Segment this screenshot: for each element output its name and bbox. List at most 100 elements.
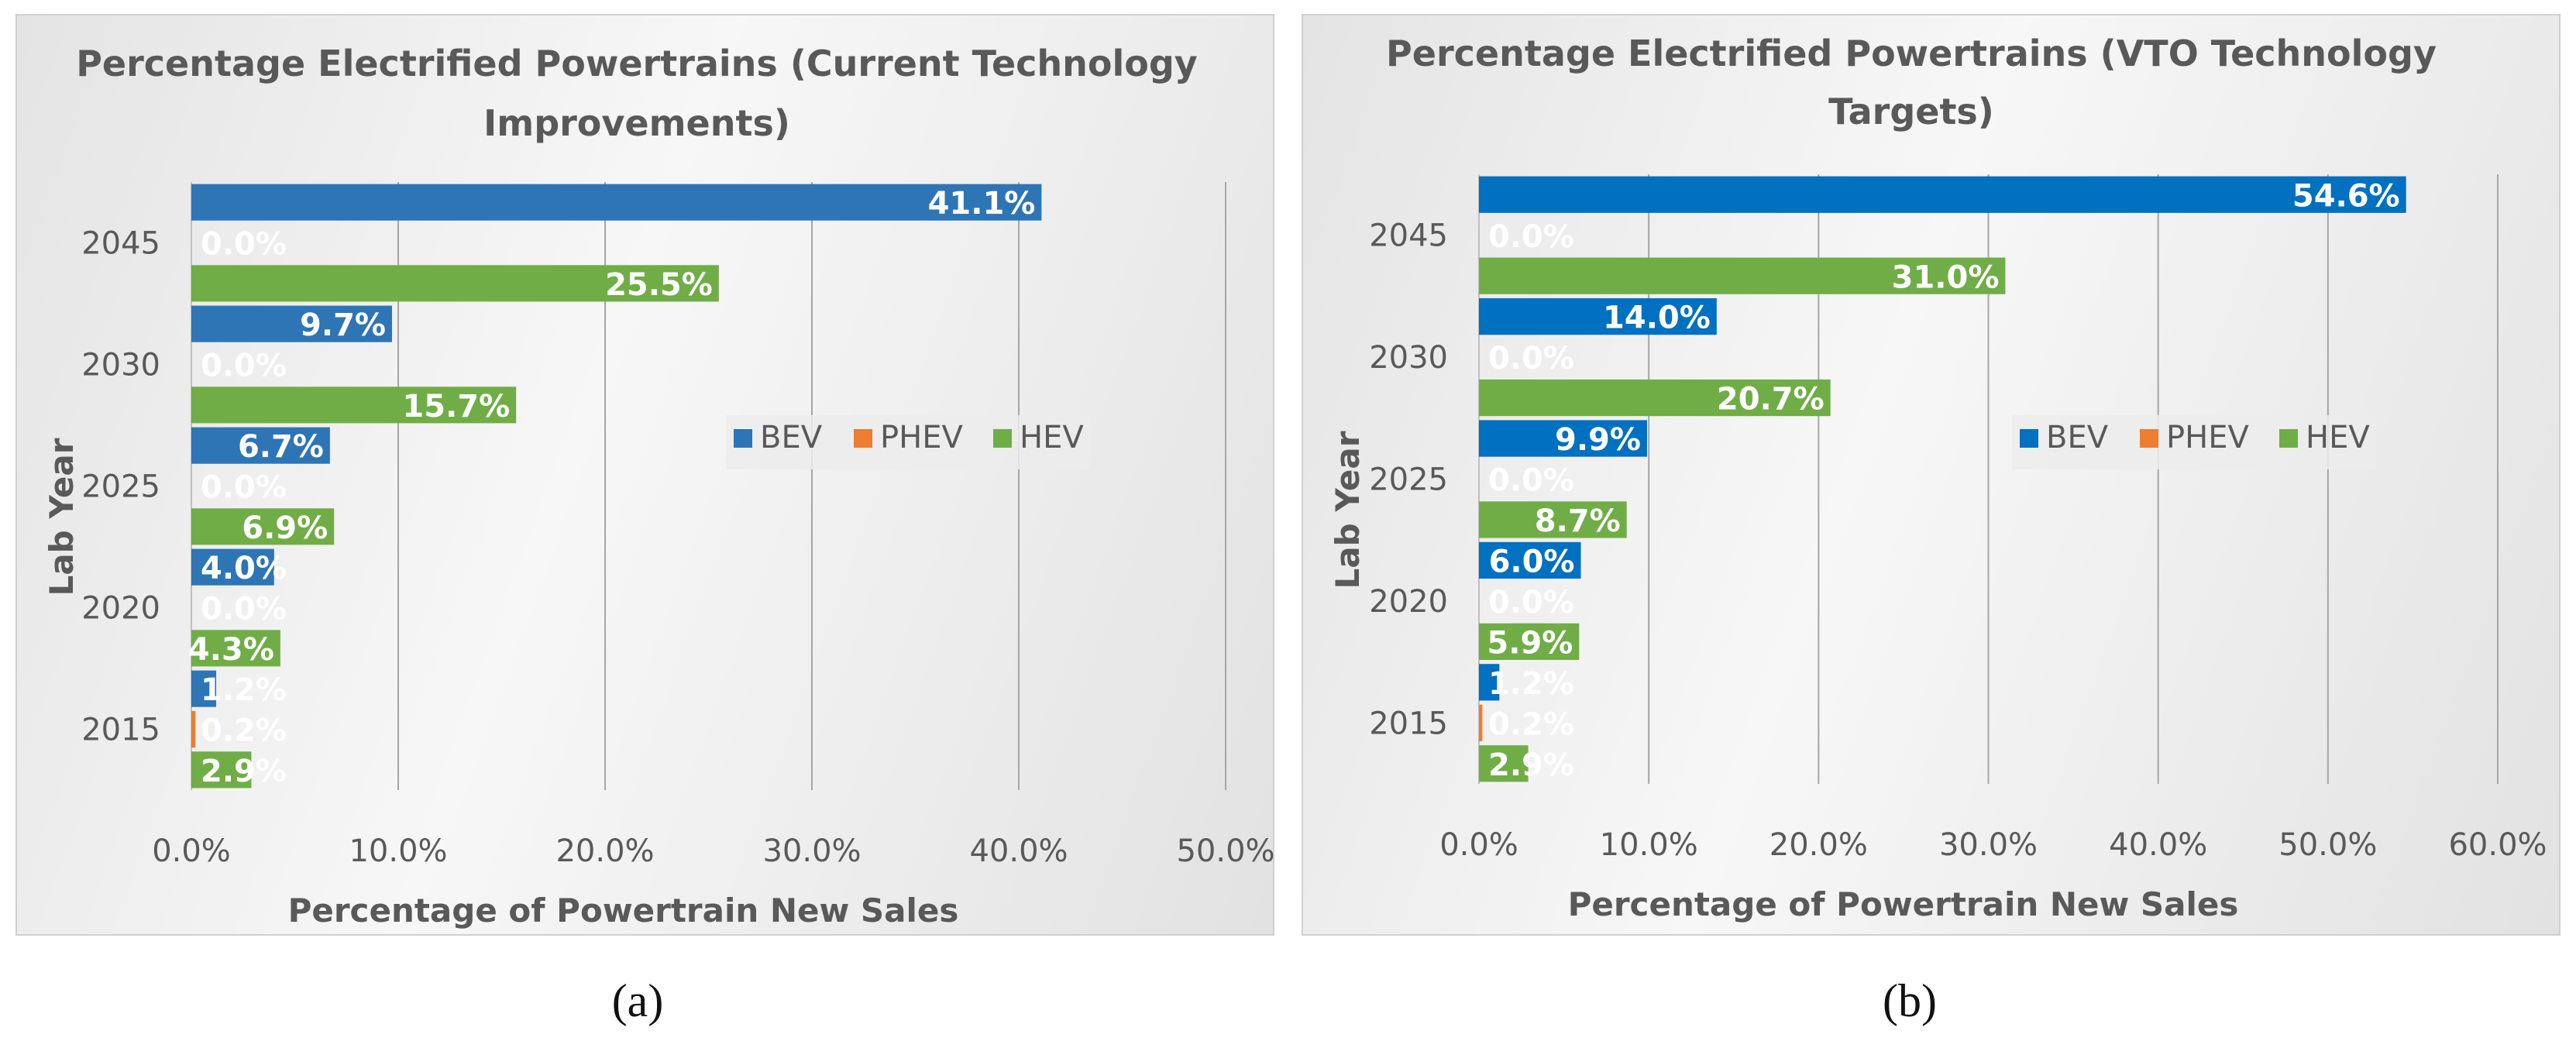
bar-bev-2025 bbox=[191, 427, 330, 464]
data-label: 1.2% bbox=[1488, 666, 1574, 702]
data-label: 2.9% bbox=[1488, 747, 1574, 783]
bar-hev-2020 bbox=[191, 630, 280, 667]
bar-bev-2030 bbox=[1479, 298, 1717, 335]
y-axis-title: Lab Year bbox=[43, 438, 81, 596]
legend-label-phev: PHEV bbox=[2166, 420, 2249, 455]
legend-label-bev: BEV bbox=[2046, 420, 2109, 455]
chart-panel-a: Percentage Electrified Powertrains (Curr… bbox=[15, 14, 1275, 936]
x-tick-label: 40.0% bbox=[969, 833, 1068, 869]
data-label: 41.1% bbox=[928, 186, 1036, 222]
data-label: 25.5% bbox=[605, 267, 713, 303]
chart-panel-b: Percentage Electrified Powertrains (VTO … bbox=[1302, 14, 2561, 936]
data-label: 0.0% bbox=[1488, 341, 1574, 376]
legend-swatch-hev bbox=[2279, 429, 2298, 448]
x-tick-label: 50.0% bbox=[1176, 833, 1274, 869]
data-label: 0.2% bbox=[201, 713, 287, 749]
y-tick-label: 2030 bbox=[1369, 340, 1448, 376]
x-axis-title: Percentage of Powertrain New Sales bbox=[288, 892, 959, 929]
bar-hev-2025 bbox=[1479, 501, 1627, 538]
data-label: 0.0% bbox=[201, 592, 287, 627]
data-label: 5.9% bbox=[1487, 625, 1573, 661]
data-label: 0.0% bbox=[201, 349, 287, 384]
y-tick-label: 2015 bbox=[1369, 706, 1448, 741]
x-tick-label: 60.0% bbox=[2448, 827, 2547, 863]
y-tick-label: 2025 bbox=[81, 469, 160, 505]
bar-bev-2045 bbox=[1479, 176, 2406, 213]
bar-bev-2015 bbox=[1479, 664, 1500, 701]
panel-label-a: (a) bbox=[611, 975, 664, 1026]
chart-a-svg: Percentage Electrified Powertrains (Curr… bbox=[43, 43, 1275, 929]
legend-label-hev: HEV bbox=[1020, 420, 1084, 455]
y-tick-label: 2025 bbox=[1369, 462, 1448, 498]
data-label: 8.7% bbox=[1535, 503, 1621, 539]
bar-bev-2020 bbox=[1479, 541, 1581, 579]
bar-hev-2025 bbox=[191, 508, 335, 545]
y-tick-label: 2015 bbox=[81, 713, 160, 748]
x-tick-label: 10.0% bbox=[1600, 827, 1698, 863]
bar-hev-2020 bbox=[1479, 623, 1580, 660]
data-label: 0.0% bbox=[1488, 463, 1574, 499]
x-tick-label: 20.0% bbox=[555, 833, 654, 869]
chart-title-line: Improvements) bbox=[483, 102, 790, 144]
bar-phev-2015 bbox=[191, 710, 196, 748]
chart-title-line: Targets) bbox=[1828, 91, 1994, 132]
legend-swatch-phev bbox=[2140, 429, 2158, 448]
data-label: 0.2% bbox=[1488, 706, 1574, 742]
data-label: 54.6% bbox=[2292, 178, 2400, 214]
bar-bev-2020 bbox=[191, 548, 274, 586]
data-label: 0.0% bbox=[201, 470, 287, 506]
y-tick-label: 2020 bbox=[1369, 584, 1448, 620]
data-label: 4.0% bbox=[201, 551, 287, 586]
bar-bev-2025 bbox=[1479, 420, 1647, 457]
data-label: 15.7% bbox=[402, 389, 510, 424]
x-tick-label: 50.0% bbox=[2279, 827, 2377, 863]
bar-hev-2045 bbox=[191, 265, 719, 302]
y-tick-label: 2030 bbox=[81, 348, 160, 383]
y-tick-label: 2020 bbox=[81, 591, 160, 627]
legend-swatch-bev bbox=[2020, 429, 2038, 448]
x-tick-label: 10.0% bbox=[349, 833, 447, 869]
panel-label-b: (b) bbox=[1883, 975, 1937, 1026]
bar-bev-2030 bbox=[191, 305, 392, 342]
data-label: 9.9% bbox=[1555, 422, 1641, 458]
data-label: 14.0% bbox=[1603, 301, 1711, 336]
data-label: 6.9% bbox=[242, 510, 328, 546]
data-label: 0.0% bbox=[1488, 585, 1574, 620]
y-axis-title: Lab Year bbox=[1329, 431, 1367, 589]
x-tick-label: 0.0% bbox=[1439, 827, 1518, 863]
legend-label-bev: BEV bbox=[760, 420, 823, 455]
legend-label-phev: PHEV bbox=[880, 420, 963, 455]
bar-bev-2045 bbox=[191, 184, 1042, 221]
bar-hev-2015 bbox=[191, 751, 252, 789]
x-tick-label: 0.0% bbox=[152, 833, 231, 869]
data-label: 20.7% bbox=[1717, 382, 1825, 417]
data-label: 0.0% bbox=[1488, 219, 1574, 255]
legend-label-hev: HEV bbox=[2306, 420, 2370, 455]
x-tick-label: 30.0% bbox=[1939, 827, 2038, 863]
bar-hev-2030 bbox=[191, 387, 517, 424]
chart-title-line: Percentage Electrified Powertrains (VTO … bbox=[1386, 33, 2437, 74]
data-label: 0.0% bbox=[201, 227, 287, 263]
legend-swatch-bev bbox=[734, 429, 752, 448]
data-label: 6.7% bbox=[238, 429, 324, 465]
x-axis-title: Percentage of Powertrain New Sales bbox=[1568, 885, 2239, 923]
x-tick-label: 30.0% bbox=[762, 833, 861, 869]
x-tick-label: 20.0% bbox=[1769, 827, 1868, 863]
chart-title-line: Percentage Electrified Powertrains (Curr… bbox=[76, 43, 1198, 84]
bar-hev-2030 bbox=[1479, 379, 1831, 417]
data-label: 2.9% bbox=[201, 754, 287, 789]
y-tick-label: 2045 bbox=[81, 226, 160, 262]
data-label: 6.0% bbox=[1489, 545, 1575, 580]
legend-swatch-phev bbox=[854, 429, 872, 448]
data-label: 4.3% bbox=[188, 632, 274, 668]
data-label: 31.0% bbox=[1892, 259, 2000, 295]
legend-box bbox=[726, 415, 1090, 469]
legend-box bbox=[2012, 415, 2376, 469]
legend-swatch-hev bbox=[993, 429, 1012, 448]
bar-hev-2015 bbox=[1479, 745, 1529, 782]
chart-b-svg: Percentage Electrified Powertrains (VTO … bbox=[1329, 33, 2547, 923]
bar-hev-2045 bbox=[1479, 257, 2006, 294]
data-label: 1.2% bbox=[201, 672, 287, 708]
y-tick-label: 2045 bbox=[1369, 218, 1448, 254]
bar-bev-2015 bbox=[191, 670, 217, 707]
